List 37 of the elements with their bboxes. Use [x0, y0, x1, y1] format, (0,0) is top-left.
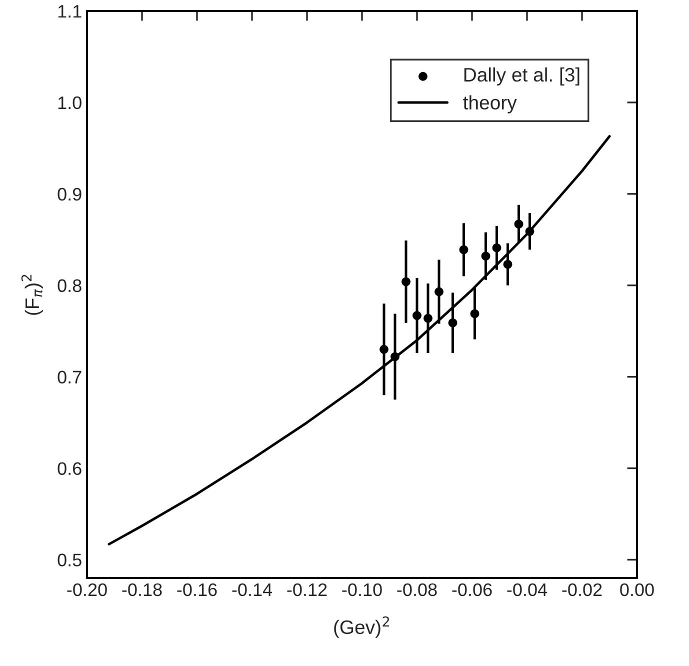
point [470, 309, 480, 318]
point [402, 277, 410, 286]
point [514, 220, 524, 229]
point [525, 226, 534, 236]
point [459, 245, 468, 254]
y-tick-label: 0.6 [58, 462, 82, 475]
y-tick-label: 1.1 [58, 5, 82, 18]
y-tick-label: 1.0 [58, 96, 82, 110]
point [380, 344, 388, 354]
legend-label: theory [463, 95, 517, 114]
y-axis-title: (F$_{π}$)$^{2}$ [21, 274, 43, 315]
x-tick-label: -0.02 [562, 583, 602, 596]
x-tick-label: -0.10 [342, 583, 382, 596]
x-tick-label: -0.06 [452, 583, 492, 596]
point [424, 314, 432, 323]
point [492, 243, 502, 252]
y-tick-label: 0.7 [58, 370, 82, 384]
x-tick-label: -0.08 [397, 583, 437, 596]
x-tick-label: -0.18 [122, 583, 162, 596]
x-tick-label: -0.12 [287, 583, 327, 596]
point [481, 252, 490, 261]
x-tick-label: 0.00 [620, 583, 654, 596]
point [448, 318, 458, 328]
line-series [108, 135, 611, 546]
x-tick-label: -0.14 [232, 583, 272, 596]
point [503, 260, 512, 269]
x-axis-title: (Gev)$^{2}$ [334, 616, 390, 638]
x-tick-label: -0.16 [177, 583, 217, 596]
x-tick-label: -0.20 [67, 583, 107, 596]
y-tick-label: 0.9 [58, 188, 82, 201]
y-tick-label: 0.5 [58, 554, 82, 566]
y-tick-label: 0.8 [58, 279, 82, 292]
point [412, 311, 422, 320]
point [390, 352, 400, 362]
legend-label: Dally et al. [3] [464, 67, 580, 86]
point [434, 287, 444, 296]
x-tick-label: -0.04 [507, 583, 548, 596]
